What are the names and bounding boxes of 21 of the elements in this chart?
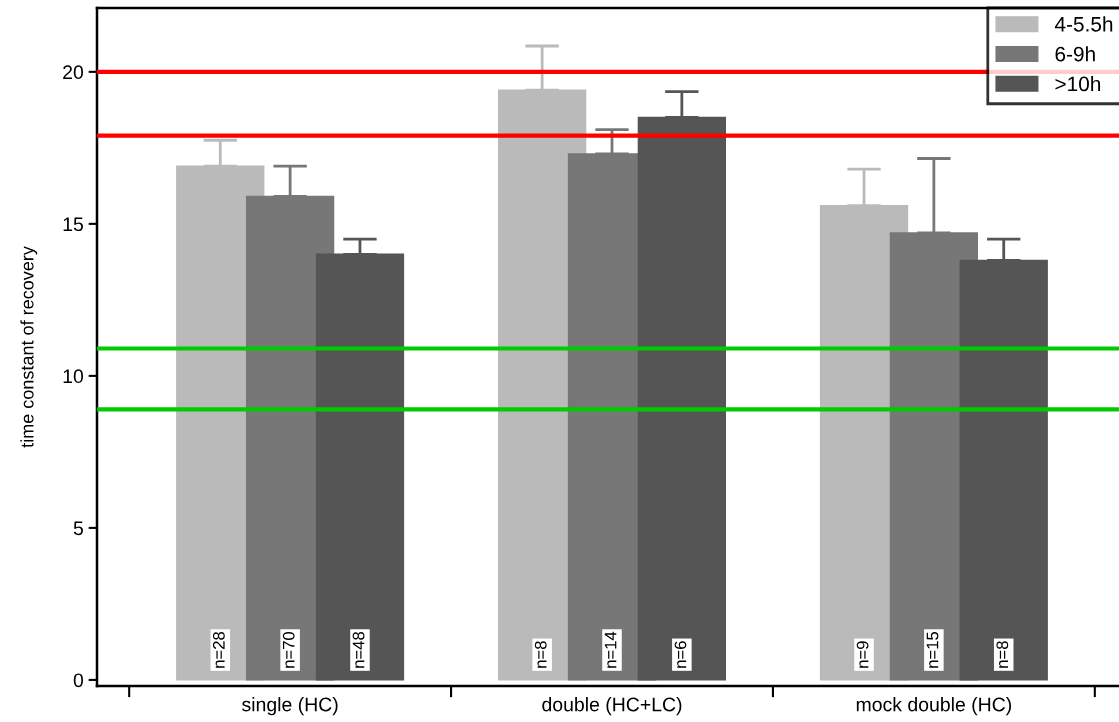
annotation: n=8: [534, 641, 547, 668]
legend-label: >10h: [1055, 76, 1101, 92]
y-tick-label: 5: [73, 521, 83, 536]
annotation: n=6: [674, 641, 687, 668]
annotation: n=48: [352, 631, 365, 668]
annotation: n=70: [282, 631, 295, 668]
y-tick-label: 15: [63, 217, 83, 232]
legend-label: 6-9h: [1055, 46, 1095, 62]
annotation: n=15: [926, 631, 939, 668]
y-tick-label: 20: [63, 65, 84, 80]
annotation: n=14: [604, 631, 617, 668]
legend-label: 4-5.5h: [1054, 16, 1113, 32]
y-tick-label: 0: [73, 673, 84, 688]
x-tick-label: single (HC): [242, 697, 338, 716]
annotation: n=28: [212, 631, 225, 668]
x-tick-label: double (HC+LC): [542, 697, 682, 716]
annotation: n=9: [856, 641, 869, 668]
annotation: n=8: [996, 641, 1009, 668]
y-axis-title: time constant of recovery: [20, 246, 38, 448]
x-tick-label: mock double (HC): [856, 697, 1012, 716]
y-tick-label: 10: [63, 369, 84, 384]
